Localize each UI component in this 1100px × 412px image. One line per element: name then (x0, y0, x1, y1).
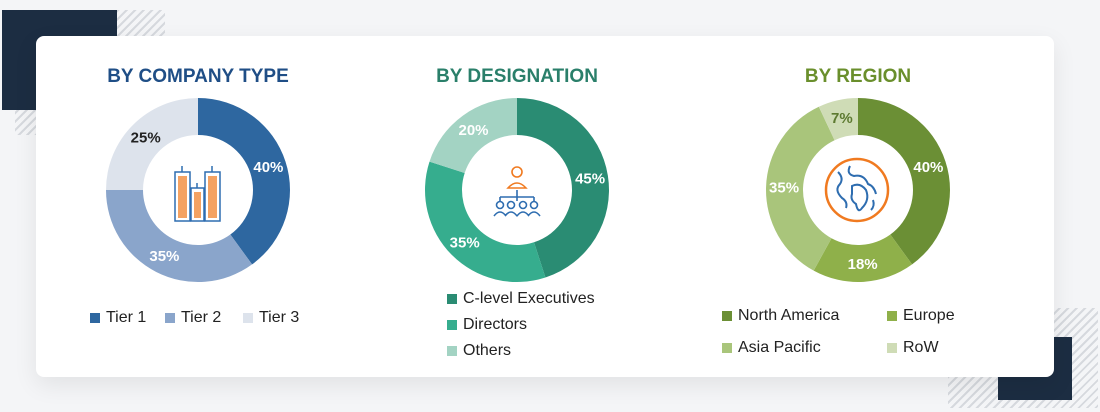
legend-item: Tier 2 (165, 309, 221, 327)
legend-swatch (90, 313, 100, 323)
donut-slice-tier-2 (106, 190, 253, 282)
legend-swatch (887, 311, 897, 321)
legend-swatch (165, 313, 175, 323)
legend-item: Asia Pacific (722, 339, 821, 357)
donut-slice-north-america (858, 98, 951, 265)
legend-label: Europe (903, 307, 955, 324)
donut-slice-tier-1 (198, 98, 290, 265)
data-label: 20% (458, 122, 488, 139)
legend-swatch (447, 346, 457, 356)
data-label: 40% (253, 159, 283, 176)
legend-label: Tier 3 (259, 309, 300, 326)
legend-label: Directors (463, 316, 528, 333)
legend-item: Tier 1 (90, 309, 146, 327)
legend-swatch (722, 343, 732, 353)
legend-item: Others (447, 342, 511, 360)
legend-item: Tier 3 (243, 309, 299, 327)
legend-label: Tier 2 (181, 309, 222, 326)
data-label: 25% (131, 130, 161, 147)
legend-swatch (447, 320, 457, 330)
legend-item: C-level Executives (447, 290, 595, 308)
legend-swatch (887, 343, 897, 353)
legend-label: North America (738, 307, 840, 324)
legend-label: C-level Executives (463, 290, 595, 307)
globe-icon (824, 157, 890, 223)
legend-swatch (722, 311, 732, 321)
legend-label: Tier 1 (106, 309, 147, 326)
donut-slice-row (818, 98, 858, 141)
data-label: 18% (848, 256, 878, 273)
legend-label: RoW (903, 339, 939, 356)
data-label: 45% (575, 170, 605, 187)
donut-slice-others (429, 98, 517, 174)
legend-swatch (447, 294, 457, 304)
legend-item: RoW (887, 339, 939, 357)
buildings-icon (174, 166, 221, 222)
legend-swatch (243, 313, 253, 323)
legend-label: Others (463, 342, 512, 359)
chart-title-designation: BY DESIGNATION (436, 66, 598, 87)
chart-title-region: BY REGION (804, 66, 912, 87)
donut-slice-asia-pacific (766, 106, 835, 271)
data-label: 35% (149, 248, 179, 265)
data-label: 35% (769, 180, 799, 197)
donut-slice-tier-3 (106, 98, 198, 190)
donut-slice-c-level-executives (517, 98, 609, 278)
organization-hierarchy-icon (493, 166, 541, 217)
legend-label: Asia Pacific (738, 339, 821, 356)
legend-item: Europe (887, 307, 955, 325)
data-label: 40% (913, 159, 943, 176)
legend-item: North America (722, 307, 839, 325)
donut-slice-directors (425, 161, 546, 282)
data-label: 7% (831, 110, 853, 127)
data-label: 35% (450, 234, 480, 251)
chart-title-company-type: BY COMPANY TYPE (107, 66, 289, 87)
legend-item: Directors (447, 316, 527, 334)
donut-slice-europe (813, 234, 913, 282)
